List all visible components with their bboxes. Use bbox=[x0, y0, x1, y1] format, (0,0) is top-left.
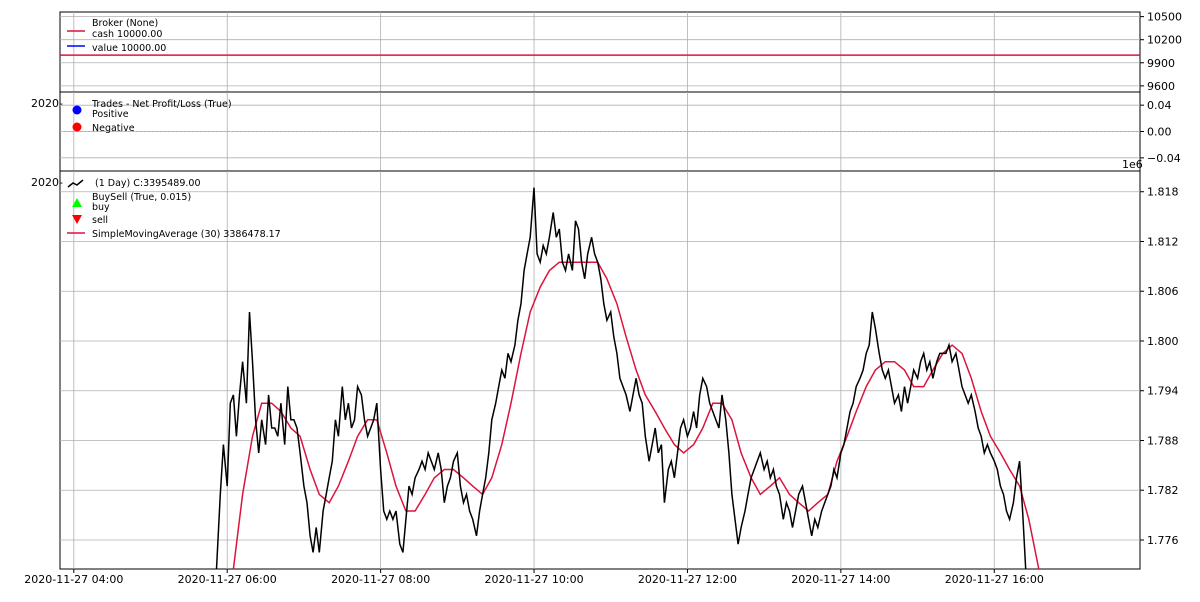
legend-close-label: (1 Day) C:3395489.00 bbox=[95, 178, 201, 189]
broker-y-axis: 10500 10200 9900 9600 bbox=[1140, 11, 1182, 93]
trades-panel: 0.04 0.00 −0.04 2020- Trades - Net Profit/… bbox=[31, 91, 1181, 172]
legend-sell-label: sell bbox=[92, 215, 108, 226]
trades-left-label: 2020- bbox=[31, 97, 63, 110]
price-legend: (1 Day) C:3395489.00 BuySell (True, 0.01… bbox=[67, 178, 281, 240]
legend-trades-title: Trades - Net Profit/Loss (True) bbox=[91, 99, 232, 110]
broker-panel: 10500 10200 9900 9600 Broker (None) cash 10… bbox=[59, 11, 1182, 93]
x-tick-label: 2020-11-27 16:00 bbox=[945, 573, 1044, 586]
price-offset-label: 1e6 bbox=[1122, 158, 1143, 171]
legend-value-label: value 10000.00 bbox=[92, 43, 166, 54]
y-tick-label: 1.800 bbox=[1147, 335, 1179, 348]
trades-y-axis: 0.04 0.00 −0.04 bbox=[1140, 99, 1181, 165]
y-tick-label: 1.812 bbox=[1147, 235, 1179, 248]
price-vertical-grid bbox=[73, 171, 995, 569]
y-tick-label: 1.788 bbox=[1147, 434, 1179, 447]
legend-broker-title: Broker (None) bbox=[92, 18, 158, 29]
sma-line bbox=[232, 261, 1040, 569]
legend-positive-marker bbox=[72, 105, 82, 115]
price-panel: 1.818 1.812 1.806 1.800 1.794 1.788 1.782 1.776… bbox=[24, 158, 1178, 586]
y-tick-label: 10200 bbox=[1147, 34, 1182, 47]
legend-sma-label: SimpleMovingAverage (30) 3386478.17 bbox=[92, 229, 281, 240]
legend-negative-marker bbox=[72, 122, 82, 132]
price-left-label: 2020- bbox=[31, 176, 63, 189]
y-tick-label: 1.776 bbox=[1147, 534, 1179, 547]
legend-sell-marker bbox=[72, 215, 82, 224]
y-tick-label: 1.806 bbox=[1147, 285, 1179, 298]
x-tick-label: 2020-11-27 12:00 bbox=[638, 573, 737, 586]
broker-grid bbox=[60, 16, 1140, 87]
y-tick-label: 0.00 bbox=[1147, 126, 1172, 139]
broker-legend: Broker (None) cash 10000.00 value 10000.… bbox=[67, 18, 166, 54]
broker-vertical-grid bbox=[73, 12, 995, 92]
legend-positive-label: Positive bbox=[92, 109, 129, 120]
x-tick-label: 2020-11-27 14:00 bbox=[791, 573, 890, 586]
y-tick-label: 1.818 bbox=[1147, 186, 1179, 199]
trades-legend: Trades - Net Profit/Loss (True) Positive… bbox=[72, 99, 232, 134]
y-tick-label: 0.04 bbox=[1147, 99, 1172, 112]
y-tick-label: 10500 bbox=[1147, 11, 1182, 24]
legend-buysell-title: BuySell (True, 0.015) bbox=[92, 192, 191, 203]
trades-vertical-grid bbox=[73, 92, 995, 171]
y-tick-label: 1.782 bbox=[1147, 484, 1179, 497]
y-tick-label: −0.04 bbox=[1147, 152, 1181, 165]
legend-buy-marker bbox=[72, 198, 82, 207]
broker-panel-frame bbox=[59, 11, 1141, 93]
legend-buy-label: buy bbox=[92, 202, 110, 213]
x-tick-label: 2020-11-27 06:00 bbox=[178, 573, 277, 586]
x-tick-label: 2020-11-27 04:00 bbox=[24, 573, 123, 586]
y-tick-label: 9900 bbox=[1147, 57, 1175, 70]
legend-negative-label: Negative bbox=[92, 123, 135, 134]
legend-cash-label: cash 10000.00 bbox=[92, 29, 162, 40]
price-panel-frame bbox=[59, 170, 1141, 570]
trades-grid bbox=[60, 104, 1140, 159]
y-tick-label: 9600 bbox=[1147, 80, 1175, 93]
price-grid bbox=[60, 191, 1140, 541]
price-plot-area bbox=[215, 187, 1040, 569]
close-line bbox=[215, 187, 1027, 569]
price-x-axis: 2020-11-27 04:00 2020-11-27 06:00 2020-11-… bbox=[24, 569, 1044, 586]
x-tick-label: 2020-11-27 10:00 bbox=[484, 573, 583, 586]
x-tick-label: 2020-11-27 08:00 bbox=[331, 573, 430, 586]
legend-close-swatch bbox=[67, 179, 84, 188]
y-tick-label: 1.794 bbox=[1147, 385, 1179, 398]
price-y-axis: 1.818 1.812 1.806 1.800 1.794 1.788 1.782 1.776 bbox=[1140, 186, 1179, 547]
